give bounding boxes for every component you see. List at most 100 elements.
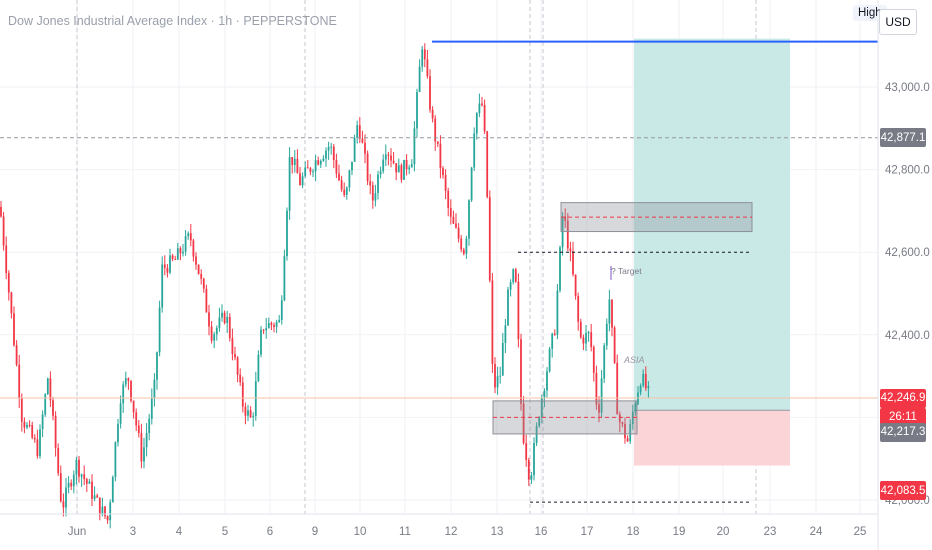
candle-body: [111, 477, 114, 503]
candle-body: [80, 474, 83, 477]
candle-body: [101, 506, 104, 515]
high-toggle[interactable]: High: [853, 5, 887, 21]
candle-body: [176, 248, 179, 260]
candle-body: [395, 163, 398, 173]
candle-body: [119, 403, 122, 424]
candle-body: [572, 251, 574, 275]
candle-body: [494, 363, 496, 388]
y-tick-label: 42,800.0: [885, 165, 930, 177]
candle-body: [626, 438, 629, 442]
candle-body: [304, 167, 307, 177]
candle-body: [163, 264, 166, 268]
candle-body: [618, 414, 621, 423]
candle-body: [41, 414, 44, 430]
position-zones: [634, 38, 790, 466]
x-tick-label: 16: [535, 526, 548, 538]
candle-body: [46, 378, 49, 395]
candle-body: [75, 459, 78, 475]
candle-body: [481, 103, 483, 106]
candle-body: [408, 167, 411, 170]
candle-body: [218, 317, 221, 328]
candle-body: [530, 475, 533, 480]
candle-body: [257, 354, 260, 382]
candle-body: [634, 403, 637, 412]
candle-body: [197, 264, 200, 274]
candle-body: [483, 105, 486, 132]
x-tick-label: 4: [176, 526, 183, 538]
candle-body: [566, 220, 569, 249]
candle-body: [132, 400, 135, 413]
candle-body: [28, 424, 31, 426]
candle-body: [137, 425, 140, 434]
x-tick-label: 20: [717, 526, 730, 538]
candle-body: [49, 378, 52, 401]
candle-body: [169, 255, 171, 273]
candle-body: [140, 433, 143, 462]
candle-body: [413, 128, 416, 165]
candle-body: [109, 502, 112, 521]
x-tick-label: 9: [312, 526, 318, 538]
candle-body: [390, 155, 392, 161]
candle-body: [512, 269, 515, 283]
candle-body: [496, 376, 499, 388]
candle-body: [504, 325, 507, 343]
candle-body: [52, 400, 54, 416]
candle-body: [239, 374, 242, 383]
candle-body: [26, 424, 28, 428]
candle-body: [124, 378, 127, 385]
candle-body: [143, 447, 145, 462]
candle-body: [96, 495, 99, 498]
candle-body: [590, 332, 593, 348]
candle-body: [330, 146, 333, 148]
candle-body: [551, 333, 554, 349]
candle-body: [514, 269, 517, 282]
candle-body: [387, 154, 390, 156]
candle-body: [208, 312, 210, 327]
candle-body: [153, 379, 156, 398]
entry-price-label: 42,217.3: [880, 422, 926, 442]
candle-body: [93, 495, 96, 499]
x-tick-label: 19: [673, 526, 686, 538]
candle-body: [605, 323, 608, 346]
candle-body: [332, 146, 335, 160]
candle-body: [444, 175, 447, 191]
candle-body: [361, 138, 364, 143]
candle-body: [104, 506, 106, 517]
candle-body: [267, 323, 270, 329]
candle-body: [2, 216, 5, 246]
candle-body: [595, 372, 598, 405]
candle-body: [221, 312, 223, 318]
candle-body: [236, 357, 239, 375]
candle-body: [436, 141, 439, 144]
candle-body: [598, 404, 600, 413]
candle-body: [83, 474, 86, 480]
candle-body: [72, 474, 75, 487]
candle-body: [327, 147, 330, 151]
candle-body: [478, 103, 481, 113]
candle-body: [439, 143, 442, 169]
candle-body: [44, 394, 47, 415]
candles: [0, 43, 650, 529]
profit-zone: [634, 38, 790, 411]
candle-body: [338, 173, 340, 181]
candle-body: [535, 425, 538, 443]
candle-body: [174, 259, 177, 261]
candle-body: [171, 255, 174, 259]
candle-body: [592, 347, 595, 373]
candle-body: [244, 406, 247, 416]
candle-body: [538, 417, 541, 426]
candle-body: [647, 386, 650, 389]
candle-body: [293, 158, 296, 165]
candle-body: [431, 109, 434, 119]
candle-body: [88, 481, 91, 484]
candle-body: [527, 459, 530, 480]
candle-body: [223, 312, 226, 324]
candle-body: [616, 362, 619, 415]
candle-body: [351, 161, 353, 171]
candle-body: [247, 410, 249, 416]
currency-button[interactable]: USD: [879, 9, 917, 35]
candle-body: [452, 216, 455, 224]
candle-body: [283, 256, 286, 301]
